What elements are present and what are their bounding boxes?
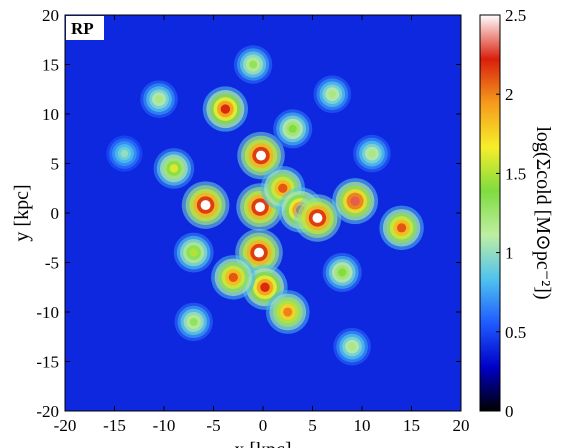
y-tick-label: 10 [42,105,59,124]
clump-level [312,213,323,223]
heatmap-clump [333,327,371,366]
heatmap-clump [379,205,424,251]
heatmap-clump [313,75,352,114]
clump-level [200,200,211,211]
y-tick-label: -5 [45,254,59,273]
clump-level [367,149,376,158]
heatmap-clump [211,255,256,300]
heatmap-clump [153,148,195,189]
y-tick-label: 0 [51,204,60,223]
heatmap-clump [265,290,310,334]
colorbar-tick-label: 0 [505,402,514,421]
x-tick-label: 5 [308,416,317,435]
x-tick-label: 0 [259,416,268,435]
x-axis-ticks: -20 -15 -10 -5 0 5 10 15 20 [54,15,470,435]
y-axis-label: y [kpc] [11,184,33,241]
x-tick-label: -15 [103,416,126,435]
y-tick-label: -10 [36,303,59,322]
heatmap-clump [273,109,313,149]
y-tick-label: 20 [42,6,59,25]
x-tick-label: 20 [453,416,470,435]
clump-level [189,317,198,326]
panel-tag: RP [71,19,94,38]
panel-tag-box [66,16,104,40]
colorbar-ticks: 0 0.5 1 1.5 2 2.5 [496,6,526,421]
x-axis-label: x [kpc] [234,439,291,448]
colorbar-tick-label: 1.5 [505,164,526,183]
plot-area [65,15,461,411]
clump-level [338,268,347,277]
clump-level [260,282,270,292]
heatmap-clump [140,80,178,118]
clump-level [155,95,163,104]
clump-level [169,164,179,173]
heatmap-clump [174,302,213,342]
x-tick-label: 15 [403,416,420,435]
y-tick-label: 5 [51,155,60,174]
heatmap-clump [181,181,230,229]
clump-level [283,307,293,317]
colorbar-label: log(Σcold [M⊙pc⁻²]) [532,126,554,299]
x-tick-label: -5 [206,416,220,435]
colorbar-tick-label: 2.5 [505,6,526,25]
x-tick-label: -10 [153,416,176,435]
clump-level [120,149,129,158]
heatmap-clump [173,232,214,273]
heatmap-clump [237,131,285,180]
heatmap-clump [353,134,391,173]
clump-level [396,223,407,233]
x-tick-label: 10 [354,416,371,435]
heatmap-clumps [106,45,424,366]
heatmap-clump [233,45,273,84]
colorbar-tick-label: 1 [505,244,514,263]
clump-level [189,248,198,257]
clump-level [228,272,238,282]
clump-level [278,183,288,193]
y-axis-ticks: -20 -15 -10 -5 0 5 10 15 20 [36,6,461,421]
clump-level [348,342,357,351]
heatmap-clump [202,86,248,132]
colorbar-tick-label: 0.5 [505,323,526,342]
clump-level [350,196,360,206]
clump-level [249,60,258,69]
y-tick-label: -15 [36,353,59,372]
y-tick-label: 15 [42,56,59,75]
clump-level [288,124,297,133]
x-tick-label: -20 [54,416,77,435]
heatmap-clump [332,178,379,225]
y-tick-label: -20 [36,402,59,421]
heatmap-clump [106,135,143,172]
colorbar-tick-label: 2 [505,85,514,104]
clump-level [255,202,265,213]
colorbar [479,14,501,412]
heatmap-clump [322,252,362,292]
clump-level [254,247,264,258]
clump-level [256,150,266,161]
clump-level [328,90,337,99]
clump-level [220,104,231,114]
heatmap-clump [293,194,342,242]
